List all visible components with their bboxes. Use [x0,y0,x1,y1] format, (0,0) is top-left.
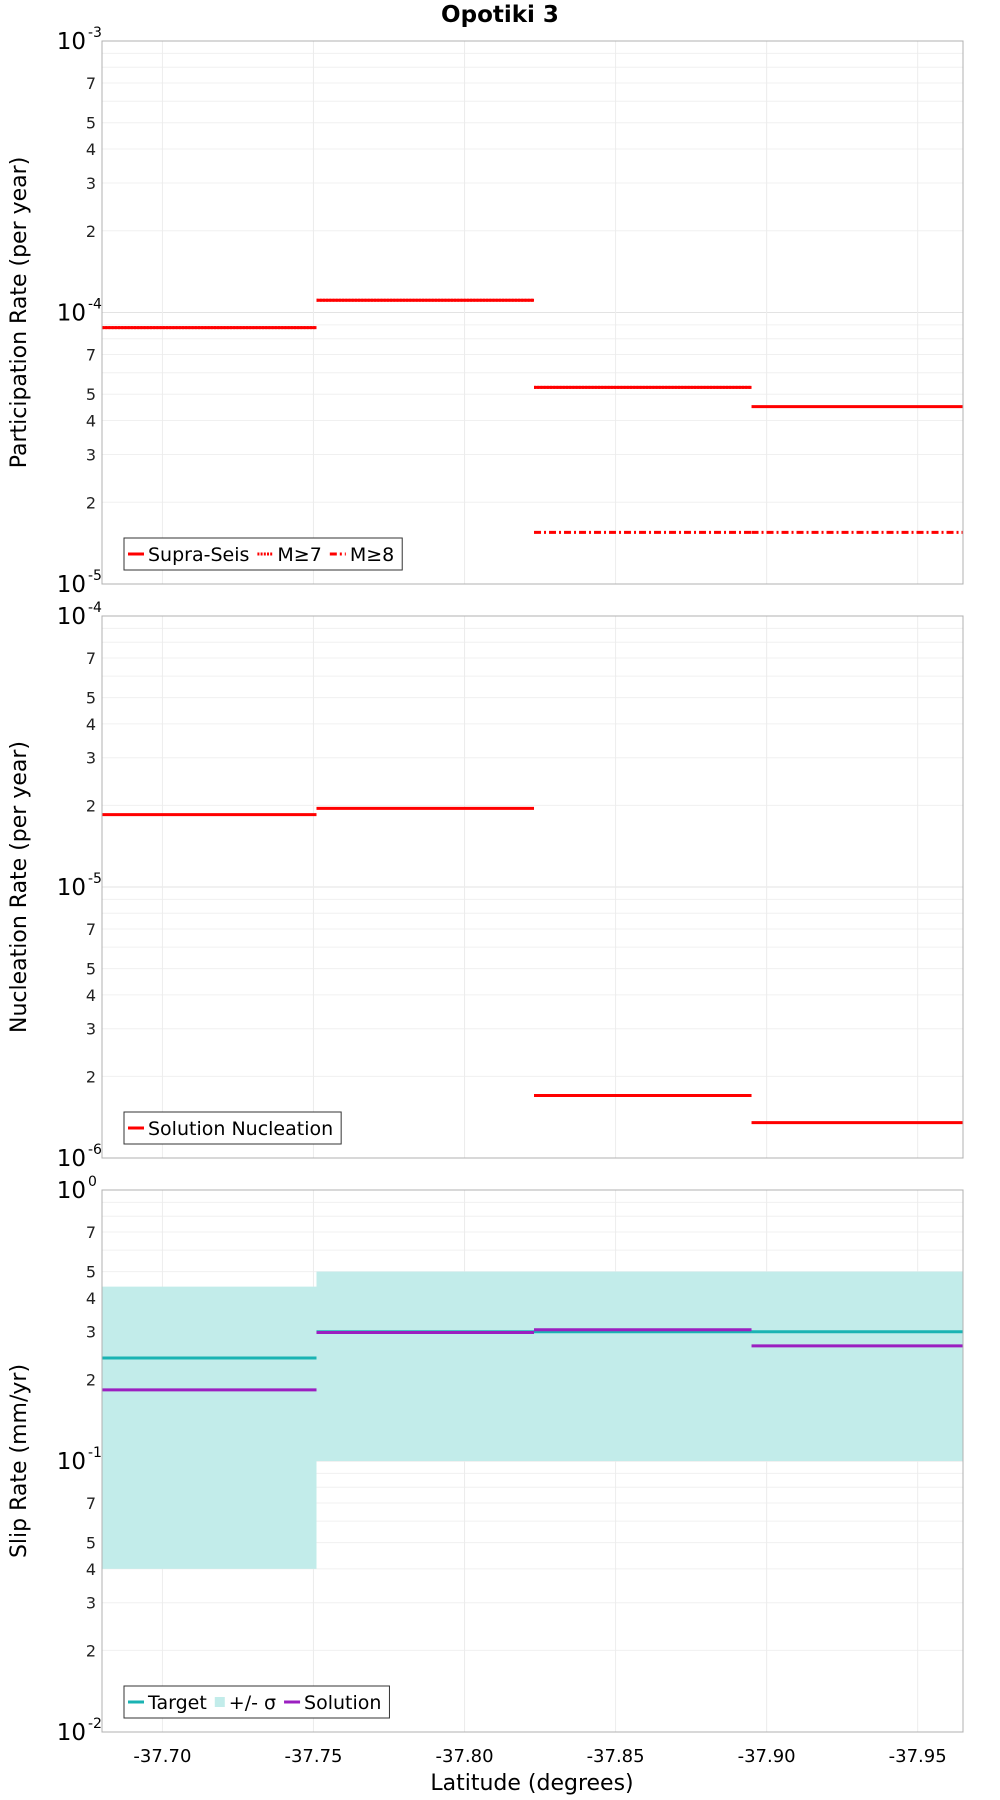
legend-entry: Solution Nucleation [148,1118,333,1140]
y-tick-minor: 7 [86,920,96,939]
y-tick-minor: 4 [86,1289,96,1308]
participation-y-axis-label: Participation Rate (per year) [7,157,32,469]
legend-box [123,537,403,571]
y-tick-minor: 3 [86,1020,96,1039]
y-tick-minor: 5 [86,689,96,708]
sigma-band-segment [102,1286,317,1569]
slip-legend: Target +/- σ Solution [123,1685,390,1719]
slip-series [102,1328,963,1392]
y-tick-decade: 10 [57,604,86,630]
y-tick-minor: 4 [86,1560,96,1579]
y-tick-minor: 7 [86,1494,96,1513]
x-tick-label: -37.85 [587,1746,645,1767]
y-tick-minor: 5 [86,1263,96,1282]
participation-series [102,298,963,534]
x-tick-label: -37.80 [436,1746,494,1767]
y-tick-exponent: 0 [88,1174,97,1190]
y-tick-minor: 7 [86,346,96,365]
y-tick-minor: 4 [86,412,96,431]
y-tick-minor: 3 [86,749,96,768]
x-tick-label: -37.75 [284,1746,342,1767]
y-tick-decade: 10 [57,1449,86,1475]
x-tick-label: -37.70 [133,1746,191,1767]
y-tick-decade: 10 [57,1720,86,1746]
y-tick-minor: 5 [86,114,96,133]
nucleation-grid [102,616,963,1159]
participation-frame [101,40,964,585]
legend-entry: M≥8 [350,544,394,566]
y-tick-exponent: -4 [88,297,102,313]
y-tick-minor: 2 [86,1641,96,1660]
sigma-band-segment [316,1271,963,1461]
legend-entry: M≥7 [277,544,321,566]
nucleation-series [102,806,963,1125]
y-tick-decade: 10 [57,1178,86,1204]
y-tick-minor: 3 [86,1594,96,1613]
legend-entry: +/- σ [229,1692,276,1714]
y-tick-exponent: -4 [88,600,102,616]
x-tick-label: -37.95 [889,1746,947,1767]
y-tick-minor: 7 [86,1223,96,1242]
x-tick-label: -37.90 [738,1746,796,1767]
y-tick-exponent: -2 [88,1716,102,1732]
y-tick-minor: 5 [86,385,96,404]
y-tick-decade: 10 [57,301,86,327]
x-axis-label: Latitude (degrees) [430,1771,633,1796]
y-tick-decade: 10 [57,1146,86,1172]
y-tick-minor: 2 [86,796,96,815]
y-tick-exponent: -6 [88,1142,102,1158]
legend-box [123,1111,342,1145]
slip-y-axis-label: Slip Rate (mm/yr) [7,1364,32,1558]
y-tick-decade: 10 [57,29,86,55]
y-tick-minor: 2 [86,222,96,241]
y-tick-minor: 2 [86,1370,96,1389]
y-tick-minor: 5 [86,960,96,979]
y-tick-exponent: -5 [88,871,102,887]
y-tick-minor: 7 [86,649,96,668]
nucleation-y-axis-label: Nucleation Rate (per year) [7,741,32,1033]
y-tick-minor: 3 [86,174,96,193]
legend-entry: Target [147,1692,207,1714]
y-tick-minor: 7 [86,74,96,93]
y-tick-decade: 10 [57,875,86,901]
y-tick-exponent: -3 [88,25,102,41]
participation-grid [102,41,963,585]
y-tick-minor: 3 [86,1323,96,1342]
y-tick-minor: 4 [86,986,96,1005]
legend-sigma-swatch [214,1697,225,1707]
nucleation-frame [101,615,964,1159]
nucleation-legend: Solution Nucleation [123,1111,342,1145]
y-tick-minor: 2 [86,493,96,512]
y-tick-minor: 4 [86,140,96,159]
slip-frame [101,1189,964,1733]
chart-title: Opotiki 3 [441,2,559,28]
y-tick-minor: 3 [86,445,96,464]
legend-entry: Supra-Seis [148,544,249,566]
participation-legend: Supra-Seis M≥7 M≥8 [123,537,403,571]
legend-entry: Solution [304,1692,381,1714]
y-tick-decade: 10 [57,572,86,598]
y-tick-exponent: -5 [88,568,102,584]
slip-sigma-band [102,1271,963,1569]
y-tick-minor: 5 [86,1534,96,1553]
legend-box [123,1685,390,1719]
y-tick-minor: 2 [86,1067,96,1086]
y-tick-minor: 4 [86,715,96,734]
y-tick-exponent: -1 [88,1445,102,1461]
slip-x-ticks: -37.70 -37.75 -37.80 -37.85 -37.90 -37.95 [133,1746,946,1767]
